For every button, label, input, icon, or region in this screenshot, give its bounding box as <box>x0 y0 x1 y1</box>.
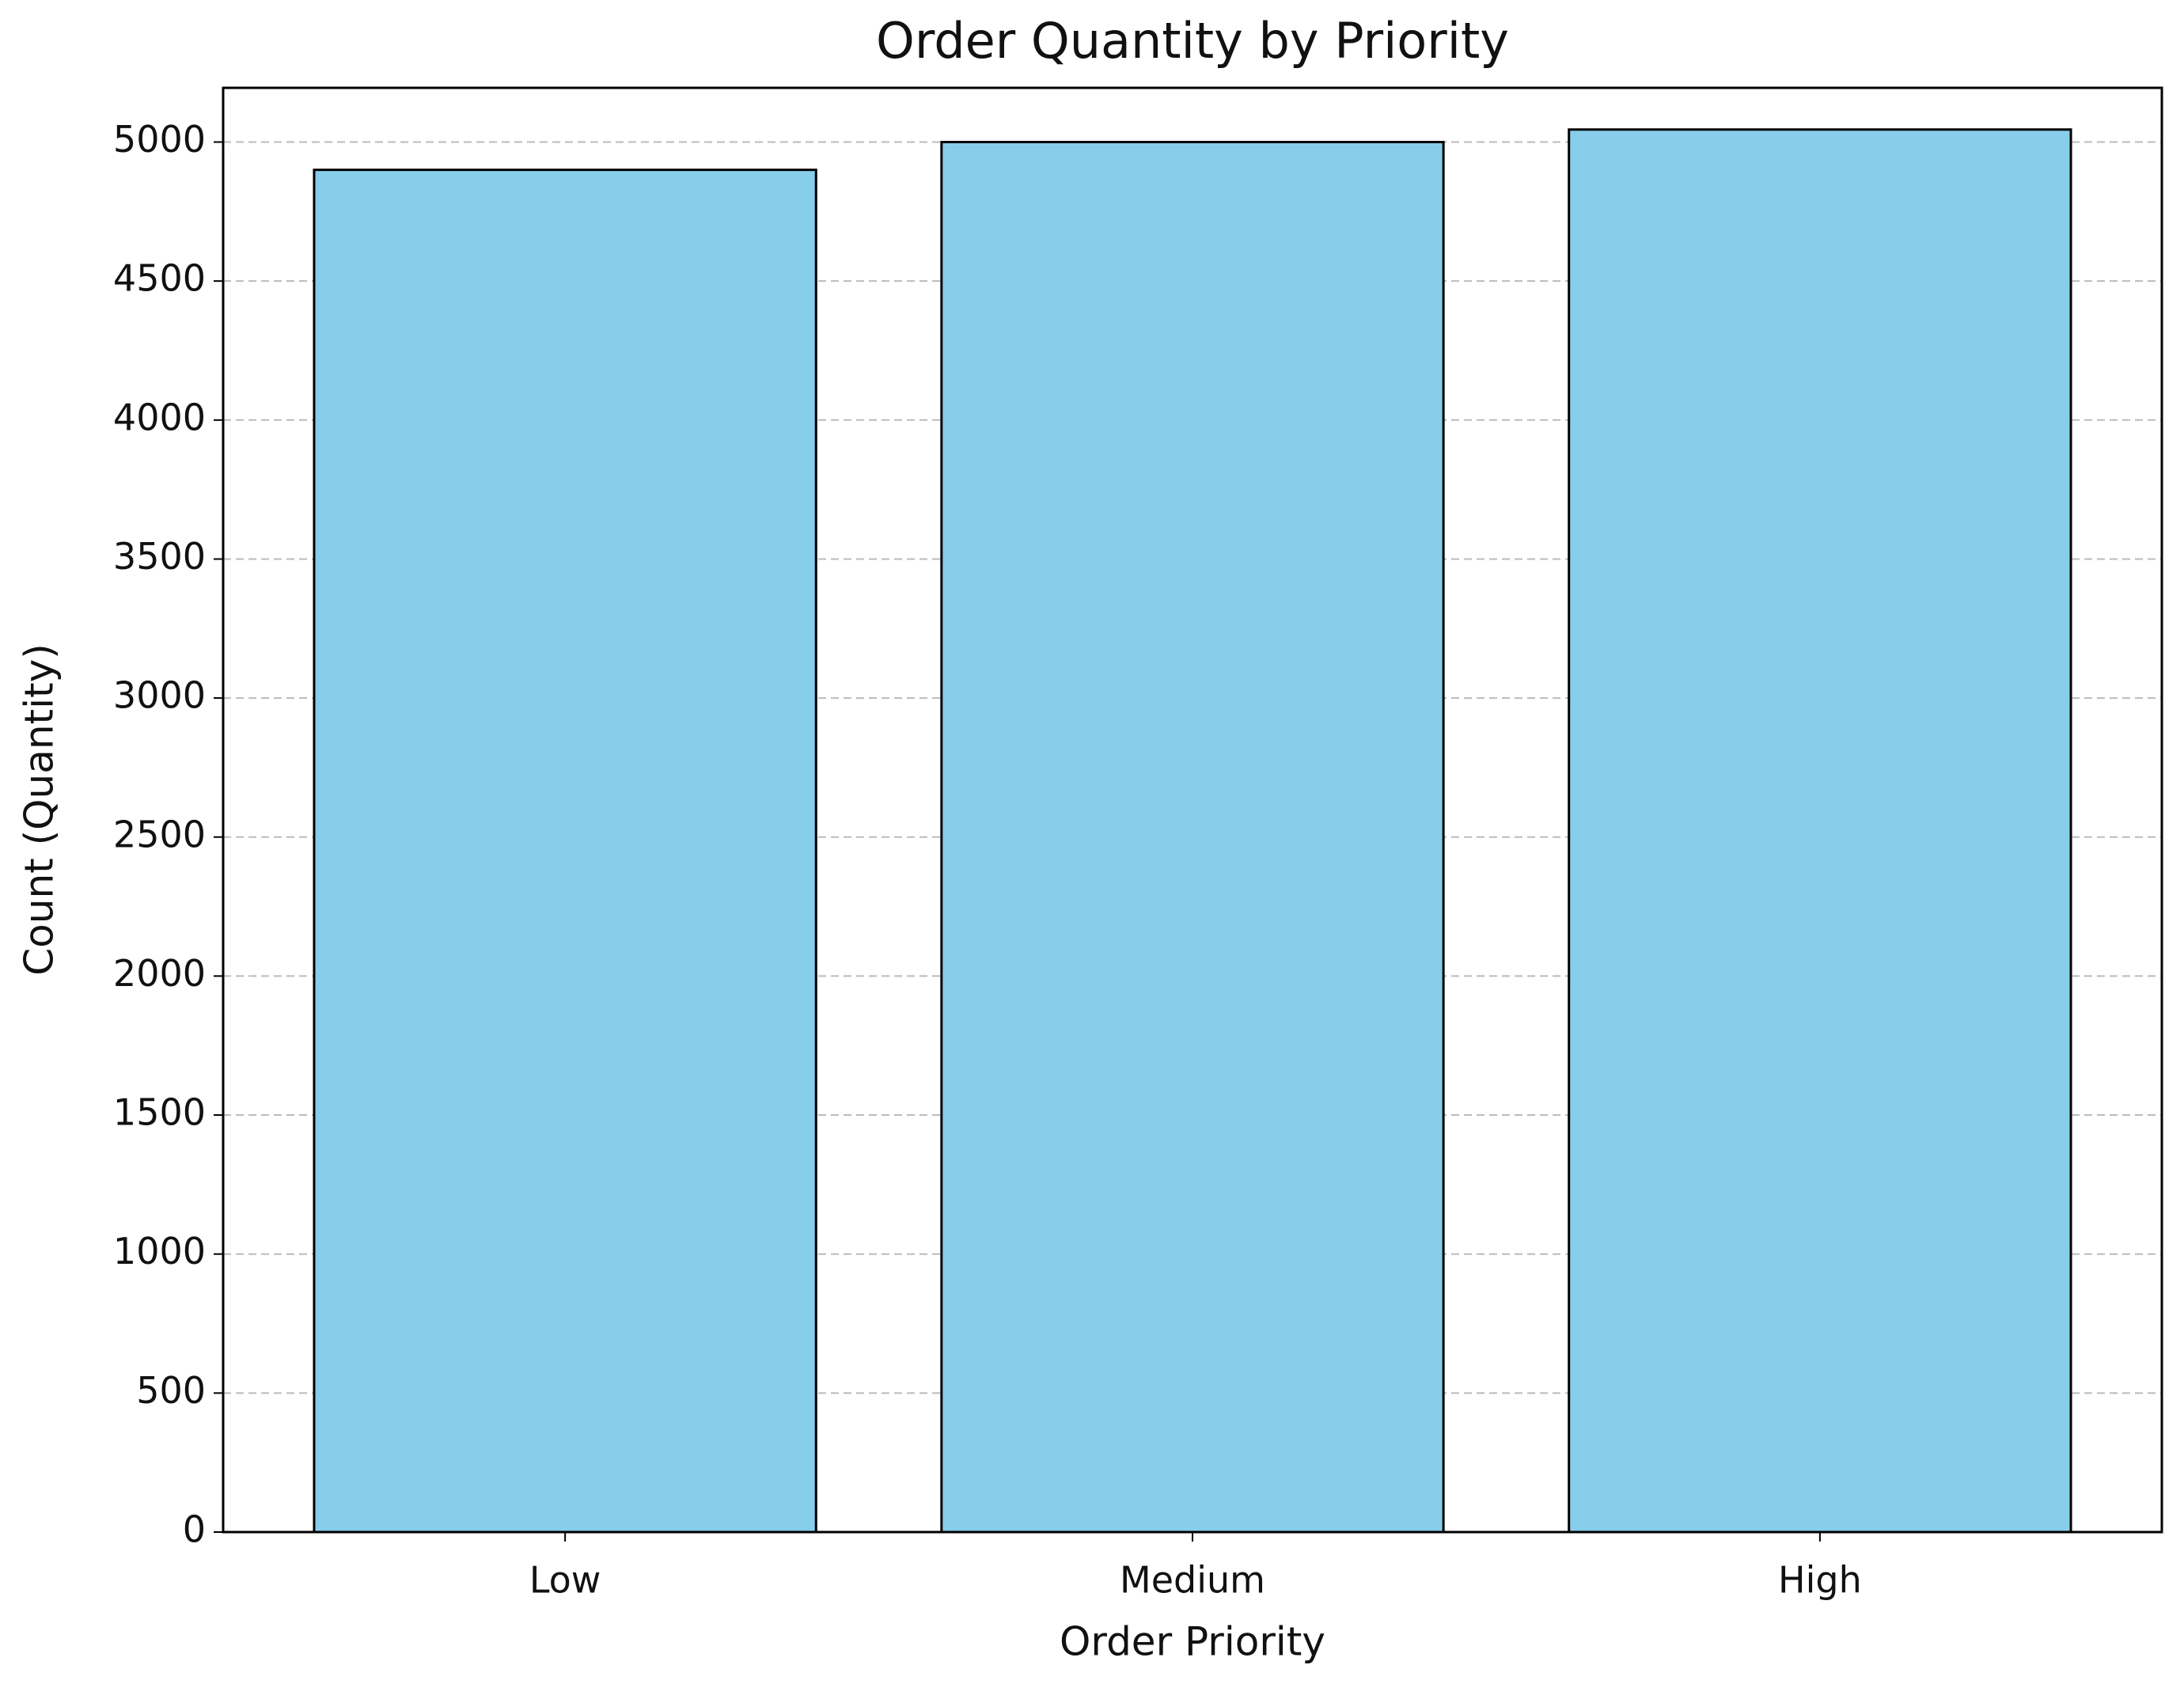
x-tick-label: High <box>1778 1559 1862 1602</box>
y-tick-label: 2000 <box>113 952 206 995</box>
y-tick-label: 0 <box>183 1508 206 1551</box>
chart-title: Order Quantity by Priority <box>876 12 1509 70</box>
x-tick-label: Low <box>529 1559 601 1602</box>
y-tick-label: 3500 <box>113 535 206 578</box>
bar <box>1568 128 2072 1534</box>
x-axis-label: Order Priority <box>1060 1619 1325 1665</box>
y-tick-label: 5000 <box>113 118 206 161</box>
y-tick-label: 2500 <box>113 813 206 855</box>
y-tick-label: 1500 <box>113 1091 206 1134</box>
x-tick-label: Medium <box>1120 1559 1265 1602</box>
bar <box>313 169 817 1534</box>
plot-frame <box>222 86 2163 1534</box>
y-tick-label: 4000 <box>113 396 206 438</box>
y-axis-label: Count (Quantity) <box>17 643 63 975</box>
y-tick-label: 1000 <box>113 1230 206 1272</box>
y-tick-label: 4500 <box>113 257 206 300</box>
y-tick-label: 500 <box>136 1369 206 1412</box>
bar <box>940 141 1445 1534</box>
y-tick-label: 3000 <box>113 674 206 717</box>
